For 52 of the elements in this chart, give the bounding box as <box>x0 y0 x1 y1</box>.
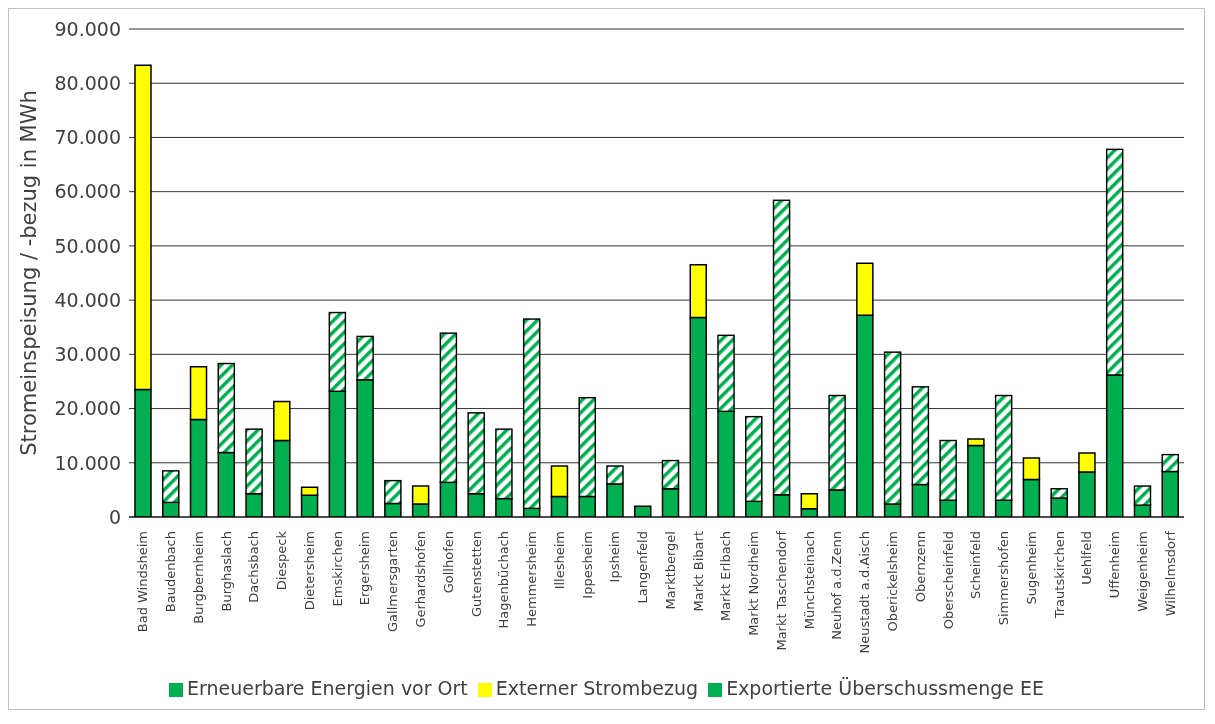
x-tick-label: Gallmersgarten <box>385 531 401 632</box>
x-tick-label: Bad Windsheim <box>135 531 151 633</box>
legend-label: Erneuerbare Energien vor Ort <box>186 677 468 699</box>
x-tick-label: Neustadt a.d.Aisch <box>857 531 873 654</box>
x-tick-label: Uffenheim <box>1107 531 1123 599</box>
legend-label: Exportierte Überschussmenge EE <box>726 677 1045 699</box>
x-tick-label: Burghaslach <box>218 531 234 612</box>
x-tick-label: Scheinfeld <box>968 531 984 599</box>
x-tick-label: Markt Taschendorf <box>773 530 789 651</box>
x-tick-label: Obernzenn <box>912 531 928 603</box>
x-tick-label: Dachsbach <box>246 531 262 603</box>
y-tick-label: 50.000 <box>54 234 121 257</box>
y-tick-label: 30.000 <box>54 343 121 366</box>
y-tick-label: 60.000 <box>54 180 121 203</box>
x-tick-label: Gollhofen <box>440 531 456 594</box>
x-tick-label: Neuhof a.d.Zenn <box>829 531 845 640</box>
x-tick-label: Illesheim <box>551 531 567 590</box>
x-tick-label: Weigenheim <box>1134 531 1150 612</box>
x-tick-label: Ergersheim <box>357 531 373 606</box>
x-tick-label: Uehlfeld <box>1079 531 1095 585</box>
x-tick-label: Ippesheim <box>579 531 595 599</box>
x-tick-label: Gutenstetten <box>468 531 484 617</box>
x-tick-label: Wilhelmsdorf <box>1162 530 1178 617</box>
x-tick-label: Simmershofen <box>996 531 1012 626</box>
x-tick-label: Markt Bibart <box>690 531 706 612</box>
x-tick-label: Baudenbach <box>163 531 179 613</box>
x-tick-label: Oberscheinfeld <box>940 531 956 630</box>
y-tick-label: 40.000 <box>54 288 121 311</box>
x-tick-label: Markt Erlbach <box>718 531 734 622</box>
y-tick-label: 70.000 <box>54 126 121 149</box>
x-tick-label: Markt Nordheim <box>746 531 762 636</box>
x-tick-label: Trautskirchen <box>1051 531 1067 620</box>
y-tick-label: 10.000 <box>54 451 121 474</box>
y-tick-label: 80.000 <box>54 71 121 94</box>
x-tick-label: Langenfeld <box>635 531 651 604</box>
x-tick-label: Marktbergel <box>662 531 678 610</box>
x-tick-label: Hagenbüchach <box>496 531 512 629</box>
x-tick-label: Oberickelsheim <box>884 531 900 632</box>
legend-label: Externer Strombezug <box>495 677 699 699</box>
x-tick-label: Gerhardshofen <box>413 531 429 628</box>
x-tick-label: Münchsteinach <box>801 531 817 630</box>
y-tick-label: 90.000 <box>54 17 121 40</box>
y-tick-label: 0 <box>108 505 121 528</box>
x-tick-label: Diespeck <box>274 530 290 591</box>
x-tick-label: Burgbernheim <box>190 531 206 624</box>
y-tick-label: 20.000 <box>54 397 121 420</box>
x-tick-label: Dietersheim <box>301 531 317 611</box>
x-tick-label: Sugenheim <box>1023 531 1039 605</box>
y-axis-title: Stromeinspeisung / -bezug in MWh <box>17 90 42 456</box>
x-tick-label: Hemmersheim <box>524 531 540 627</box>
x-tick-label: Ipsheim <box>607 531 623 583</box>
x-tick-label: Emskirchen <box>329 531 345 607</box>
